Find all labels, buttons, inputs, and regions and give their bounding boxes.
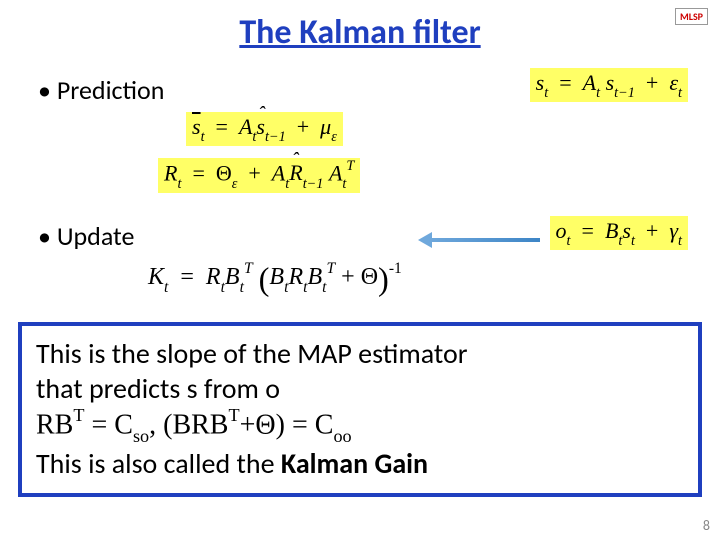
arrow-icon <box>420 234 540 246</box>
equation-observation-model: ot = Btst + γt <box>550 216 688 250</box>
bullet-prediction: Prediction <box>38 74 164 106</box>
equation-kalman-gain: Kt = RtBtT (BtRtBtT + Θ)-1 <box>148 262 402 299</box>
explanation-box: This is the slope of the MAP estimator t… <box>18 322 702 497</box>
mlsp-logo: MLSP <box>675 8 708 25</box>
slide-title: The Kalman filter <box>0 0 720 53</box>
equation-predicted-mean: st = Atst−1 + με <box>186 112 343 146</box>
bullet-update: Update <box>38 220 134 252</box>
box-line1: This is the slope of the MAP estimator <box>36 336 684 371</box>
box-line3: RBT = Cso, (BRBT+Θ) = Coo <box>36 406 684 446</box>
equation-predicted-cov: Rt = Θε + AtRt−1 AtT <box>158 158 360 193</box>
box-line2: that predicts s from o <box>36 371 684 406</box>
box-line4: This is also called the Kalman Gain <box>36 446 684 481</box>
page-number: 8 <box>703 517 710 534</box>
equation-state-model: st = At st−1 + εt <box>530 68 688 102</box>
